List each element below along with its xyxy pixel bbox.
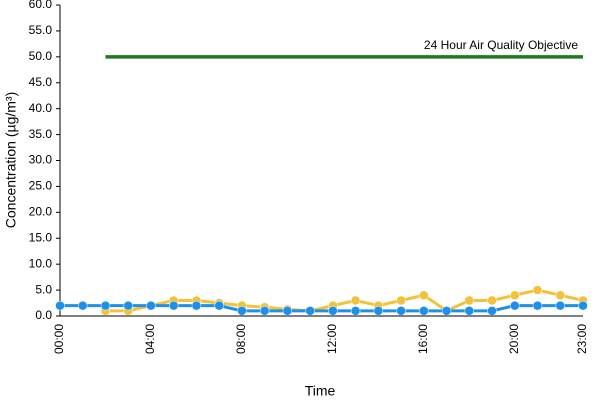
annotation: 24 Hour Air Quality Objective <box>424 38 578 52</box>
point <box>77 300 88 311</box>
point <box>555 300 566 311</box>
point <box>55 300 65 311</box>
point <box>419 290 429 301</box>
x-tick-label: 12:00 <box>325 324 339 354</box>
point <box>419 306 429 316</box>
y-tick-label: 40.0 <box>29 101 53 115</box>
point <box>214 300 224 311</box>
point <box>578 300 588 311</box>
point <box>350 295 361 306</box>
point <box>350 306 361 316</box>
point <box>396 306 406 316</box>
x-axis-label: Time <box>305 383 336 399</box>
point <box>441 306 452 316</box>
y-tick-label: 50.0 <box>29 49 53 63</box>
point <box>510 300 520 311</box>
y-tick-label: 35.0 <box>29 127 53 141</box>
point <box>100 300 111 311</box>
point <box>259 306 270 316</box>
y-tick-label: 0.0 <box>35 308 52 322</box>
x-tick-label: 00:00 <box>52 324 66 354</box>
point <box>282 306 293 316</box>
point <box>305 306 315 316</box>
point <box>123 300 133 311</box>
y-tick-label: 25.0 <box>29 179 53 193</box>
y-tick-label: 20.0 <box>29 205 53 219</box>
point <box>555 290 566 301</box>
x-tick-label: 08:00 <box>234 324 248 354</box>
point <box>532 300 543 311</box>
point <box>168 300 179 311</box>
y-tick-label: 45.0 <box>29 75 53 89</box>
x-tick-label: 23:00 <box>575 324 589 354</box>
y-tick-label: 55.0 <box>29 23 53 37</box>
point <box>487 295 497 306</box>
point <box>396 295 406 306</box>
point <box>237 306 247 316</box>
point <box>487 306 497 316</box>
y-tick-label: 30.0 <box>29 153 53 167</box>
x-tick-label: 16:00 <box>416 324 430 354</box>
point <box>146 300 156 311</box>
y-tick-label: 15.0 <box>29 230 53 244</box>
y-tick-label: 10.0 <box>29 256 53 270</box>
point <box>191 300 202 311</box>
point <box>464 306 475 316</box>
y-axis-label: Concentration (µg/m³) <box>3 92 19 228</box>
point <box>328 306 338 316</box>
y-tick-label: 5.0 <box>35 282 52 296</box>
y-tick-label: 60.0 <box>29 0 53 11</box>
point <box>373 306 384 316</box>
x-tick-label: 04:00 <box>143 324 157 354</box>
series-line <box>105 288 584 313</box>
point <box>510 290 520 301</box>
point <box>532 285 543 295</box>
point <box>464 295 475 306</box>
x-tick-label: 20:00 <box>507 324 521 354</box>
